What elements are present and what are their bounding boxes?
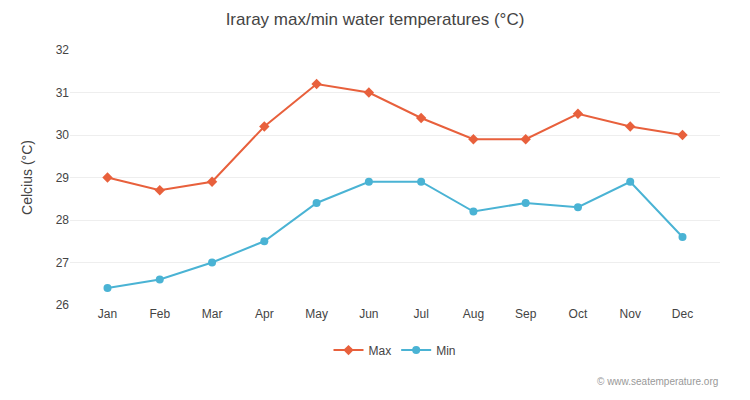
svg-text:26: 26 — [56, 298, 70, 312]
svg-text:Max: Max — [369, 344, 392, 358]
svg-text:28: 28 — [56, 213, 70, 227]
svg-text:© www.seatemperature.org: © www.seatemperature.org — [597, 376, 718, 387]
svg-text:Iraray max/min water temperatu: Iraray max/min water temperatures (°C) — [226, 10, 525, 29]
svg-text:Nov: Nov — [620, 307, 641, 321]
svg-text:32: 32 — [56, 43, 70, 57]
svg-text:31: 31 — [56, 86, 70, 100]
svg-text:30: 30 — [56, 128, 70, 142]
svg-text:27: 27 — [56, 256, 70, 270]
svg-text:29: 29 — [56, 171, 70, 185]
svg-text:Oct: Oct — [569, 307, 588, 321]
svg-text:Min: Min — [436, 344, 455, 358]
svg-text:Apr: Apr — [255, 307, 274, 321]
svg-text:Feb: Feb — [149, 307, 170, 321]
svg-text:Jul: Jul — [413, 307, 428, 321]
svg-text:Jun: Jun — [359, 307, 378, 321]
svg-text:Sep: Sep — [515, 307, 537, 321]
svg-text:Dec: Dec — [672, 307, 693, 321]
svg-text:Jan: Jan — [98, 307, 117, 321]
svg-text:Aug: Aug — [463, 307, 484, 321]
svg-text:May: May — [305, 307, 328, 321]
svg-text:Mar: Mar — [202, 307, 223, 321]
svg-text:Celcius (°C): Celcius (°C) — [19, 140, 35, 215]
